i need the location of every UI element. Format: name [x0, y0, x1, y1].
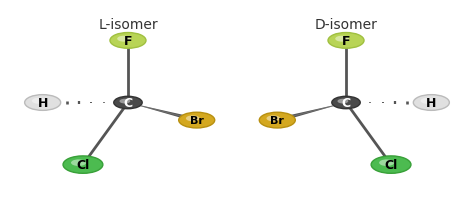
- Circle shape: [114, 97, 142, 109]
- Circle shape: [117, 36, 131, 42]
- Text: C: C: [123, 97, 133, 109]
- Circle shape: [328, 33, 364, 49]
- Circle shape: [266, 116, 280, 122]
- Circle shape: [259, 113, 295, 128]
- Circle shape: [32, 98, 46, 104]
- Circle shape: [71, 160, 86, 166]
- Text: H: H: [37, 97, 48, 109]
- Circle shape: [186, 116, 200, 122]
- Text: F: F: [342, 35, 350, 48]
- Text: Cl: Cl: [384, 158, 398, 171]
- Circle shape: [63, 156, 103, 173]
- Circle shape: [119, 99, 130, 104]
- Circle shape: [110, 33, 146, 49]
- Circle shape: [335, 36, 349, 42]
- Circle shape: [332, 97, 360, 109]
- Text: C: C: [341, 97, 351, 109]
- Text: Cl: Cl: [76, 158, 90, 171]
- Text: D-isomer: D-isomer: [315, 18, 377, 32]
- Circle shape: [379, 160, 394, 166]
- Polygon shape: [128, 103, 197, 123]
- Text: Br: Br: [270, 116, 284, 125]
- Circle shape: [371, 156, 411, 173]
- Text: F: F: [124, 35, 132, 48]
- Polygon shape: [277, 103, 346, 123]
- Circle shape: [337, 99, 348, 104]
- Circle shape: [179, 113, 215, 128]
- Circle shape: [420, 98, 434, 104]
- Circle shape: [25, 95, 61, 111]
- Circle shape: [413, 95, 449, 111]
- Text: L-isomer: L-isomer: [98, 18, 158, 32]
- Text: H: H: [426, 97, 437, 109]
- Text: Br: Br: [190, 116, 204, 125]
